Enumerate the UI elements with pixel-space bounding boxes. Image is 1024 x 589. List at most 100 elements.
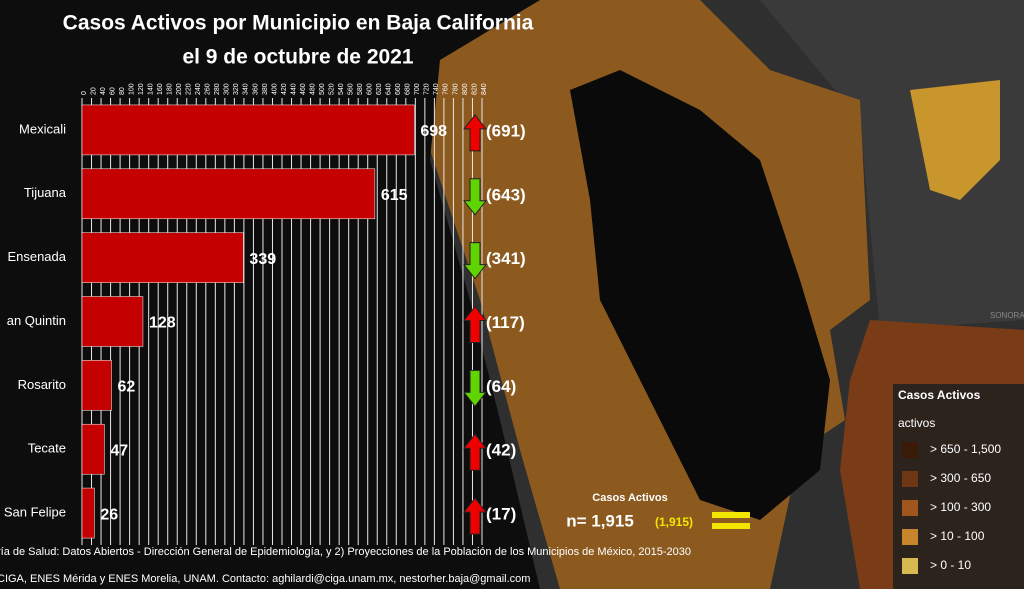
trend-arrow-up	[462, 497, 488, 535]
category-label: Tijuana	[24, 185, 67, 200]
value-label: 26	[100, 506, 118, 523]
category-label: Tecate	[28, 441, 66, 456]
bar	[81, 296, 144, 347]
x-tick-label: 820	[471, 83, 478, 95]
previous-value-label: (42)	[486, 441, 516, 460]
bar	[81, 360, 112, 411]
legend-label: > 300 - 650	[930, 471, 991, 485]
legend-swatch	[902, 529, 918, 545]
x-tick-label: 460	[300, 83, 307, 95]
x-tick-label: 420	[281, 83, 288, 95]
category-label: Ensenada	[7, 249, 66, 264]
x-tick-label: 660	[395, 83, 402, 95]
bar	[81, 423, 105, 475]
x-tick-label: 240	[195, 83, 202, 95]
total-title: Casos Activos	[592, 492, 667, 504]
x-tick-label: 320	[233, 83, 240, 95]
x-tick-label: 0	[81, 91, 88, 95]
x-tick-label: 540	[338, 83, 345, 95]
x-tick-label: 400	[271, 83, 278, 95]
x-tick-label: 80	[119, 87, 126, 95]
chart-title: Casos Activos por Municipio en Baja Cali…	[63, 12, 534, 35]
legend-label: > 10 - 100	[930, 529, 985, 543]
legend-label: > 100 - 300	[930, 500, 991, 514]
x-tick-label: 360	[252, 83, 259, 95]
map-gulf	[570, 70, 830, 520]
x-tick-label: 220	[186, 83, 193, 95]
category-label: an Quintin	[7, 313, 66, 328]
x-tick-label: 600	[367, 83, 374, 95]
bar	[81, 168, 376, 220]
x-tick-label: 500	[319, 83, 326, 95]
map-region	[910, 80, 1000, 200]
value-label: 339	[249, 251, 276, 268]
x-tick-label: 180	[167, 83, 174, 95]
x-tick-label: 380	[262, 83, 269, 95]
x-tick-label: 20	[90, 87, 97, 95]
previous-value-label: (117)	[486, 313, 525, 332]
x-tick-label: 200	[176, 83, 183, 95]
total-value: n= 1,915	[566, 511, 634, 530]
x-tick-label: 260	[205, 83, 212, 95]
x-tick-label: 40	[100, 87, 107, 95]
x-tick-label: 520	[328, 83, 335, 95]
trend-arrow-up	[462, 114, 488, 152]
x-tick-label: 480	[309, 83, 316, 95]
x-tick-label: 760	[443, 83, 450, 95]
previous-value-label: (341)	[486, 249, 526, 268]
legend-subtitle: activos	[898, 416, 935, 430]
trend-arrow-down	[462, 178, 488, 216]
category-label: Mexicali	[19, 121, 66, 136]
x-tick-label: 720	[424, 83, 431, 95]
x-tick-label: 300	[224, 83, 231, 95]
credits-note: CIGA, ENES Mérida y ENES Morelia, UNAM. …	[0, 573, 530, 585]
x-tick-label: 780	[452, 83, 459, 95]
x-tick-label: 640	[386, 83, 393, 95]
previous-value-label: (643)	[486, 185, 526, 204]
trend-arrow-down	[462, 369, 488, 408]
previous-value-label: (64)	[486, 377, 516, 396]
x-tick-label: 100	[128, 83, 135, 95]
trend-arrow-down	[462, 242, 488, 280]
x-tick-label: 120	[138, 83, 145, 95]
x-tick-label: 160	[157, 83, 164, 95]
equal-bar	[712, 512, 750, 518]
legend-swatch	[902, 500, 918, 516]
x-tick-label: 60	[109, 87, 116, 95]
trend-arrow-up	[462, 433, 488, 471]
legend-swatch	[902, 471, 918, 487]
chart-subtitle: el 9 de octubre de 2021	[182, 46, 413, 69]
x-tick-label: 140	[148, 83, 155, 95]
value-label: 615	[381, 187, 408, 204]
x-tick-label: 620	[376, 83, 383, 95]
x-tick-label: 580	[357, 83, 364, 95]
x-tick-label: 700	[414, 83, 421, 95]
value-label: 698	[420, 123, 447, 140]
x-tick-label: 440	[290, 83, 297, 95]
value-label: 128	[149, 315, 176, 332]
category-label: Rosarito	[18, 377, 66, 392]
x-tick-label: 840	[481, 83, 488, 95]
value-label: 47	[110, 442, 128, 459]
x-tick-label: 800	[462, 83, 469, 95]
source-note: ría de Salud: Datos Abiertos - Dirección…	[0, 546, 691, 558]
x-tick-label: 680	[405, 83, 412, 95]
legend-label: > 0 - 10	[930, 558, 971, 572]
previous-total: (1,915)	[655, 515, 693, 529]
trend-arrow-up	[462, 305, 488, 343]
previous-value-label: (17)	[486, 505, 516, 524]
x-tick-label: 740	[433, 83, 440, 95]
legend-title: Casos Activos	[898, 388, 981, 402]
value-label: 62	[118, 379, 136, 396]
map-region	[760, 0, 1024, 330]
x-tick-label: 560	[348, 83, 355, 95]
legend-swatch	[902, 558, 918, 574]
map-label: SONORA	[990, 311, 1024, 320]
bar	[81, 487, 95, 539]
legend-swatch	[902, 442, 918, 458]
x-tick-label: 340	[243, 83, 250, 95]
category-label: San Felipe	[4, 505, 66, 520]
bar	[81, 104, 415, 156]
previous-value-label: (691)	[486, 121, 526, 140]
